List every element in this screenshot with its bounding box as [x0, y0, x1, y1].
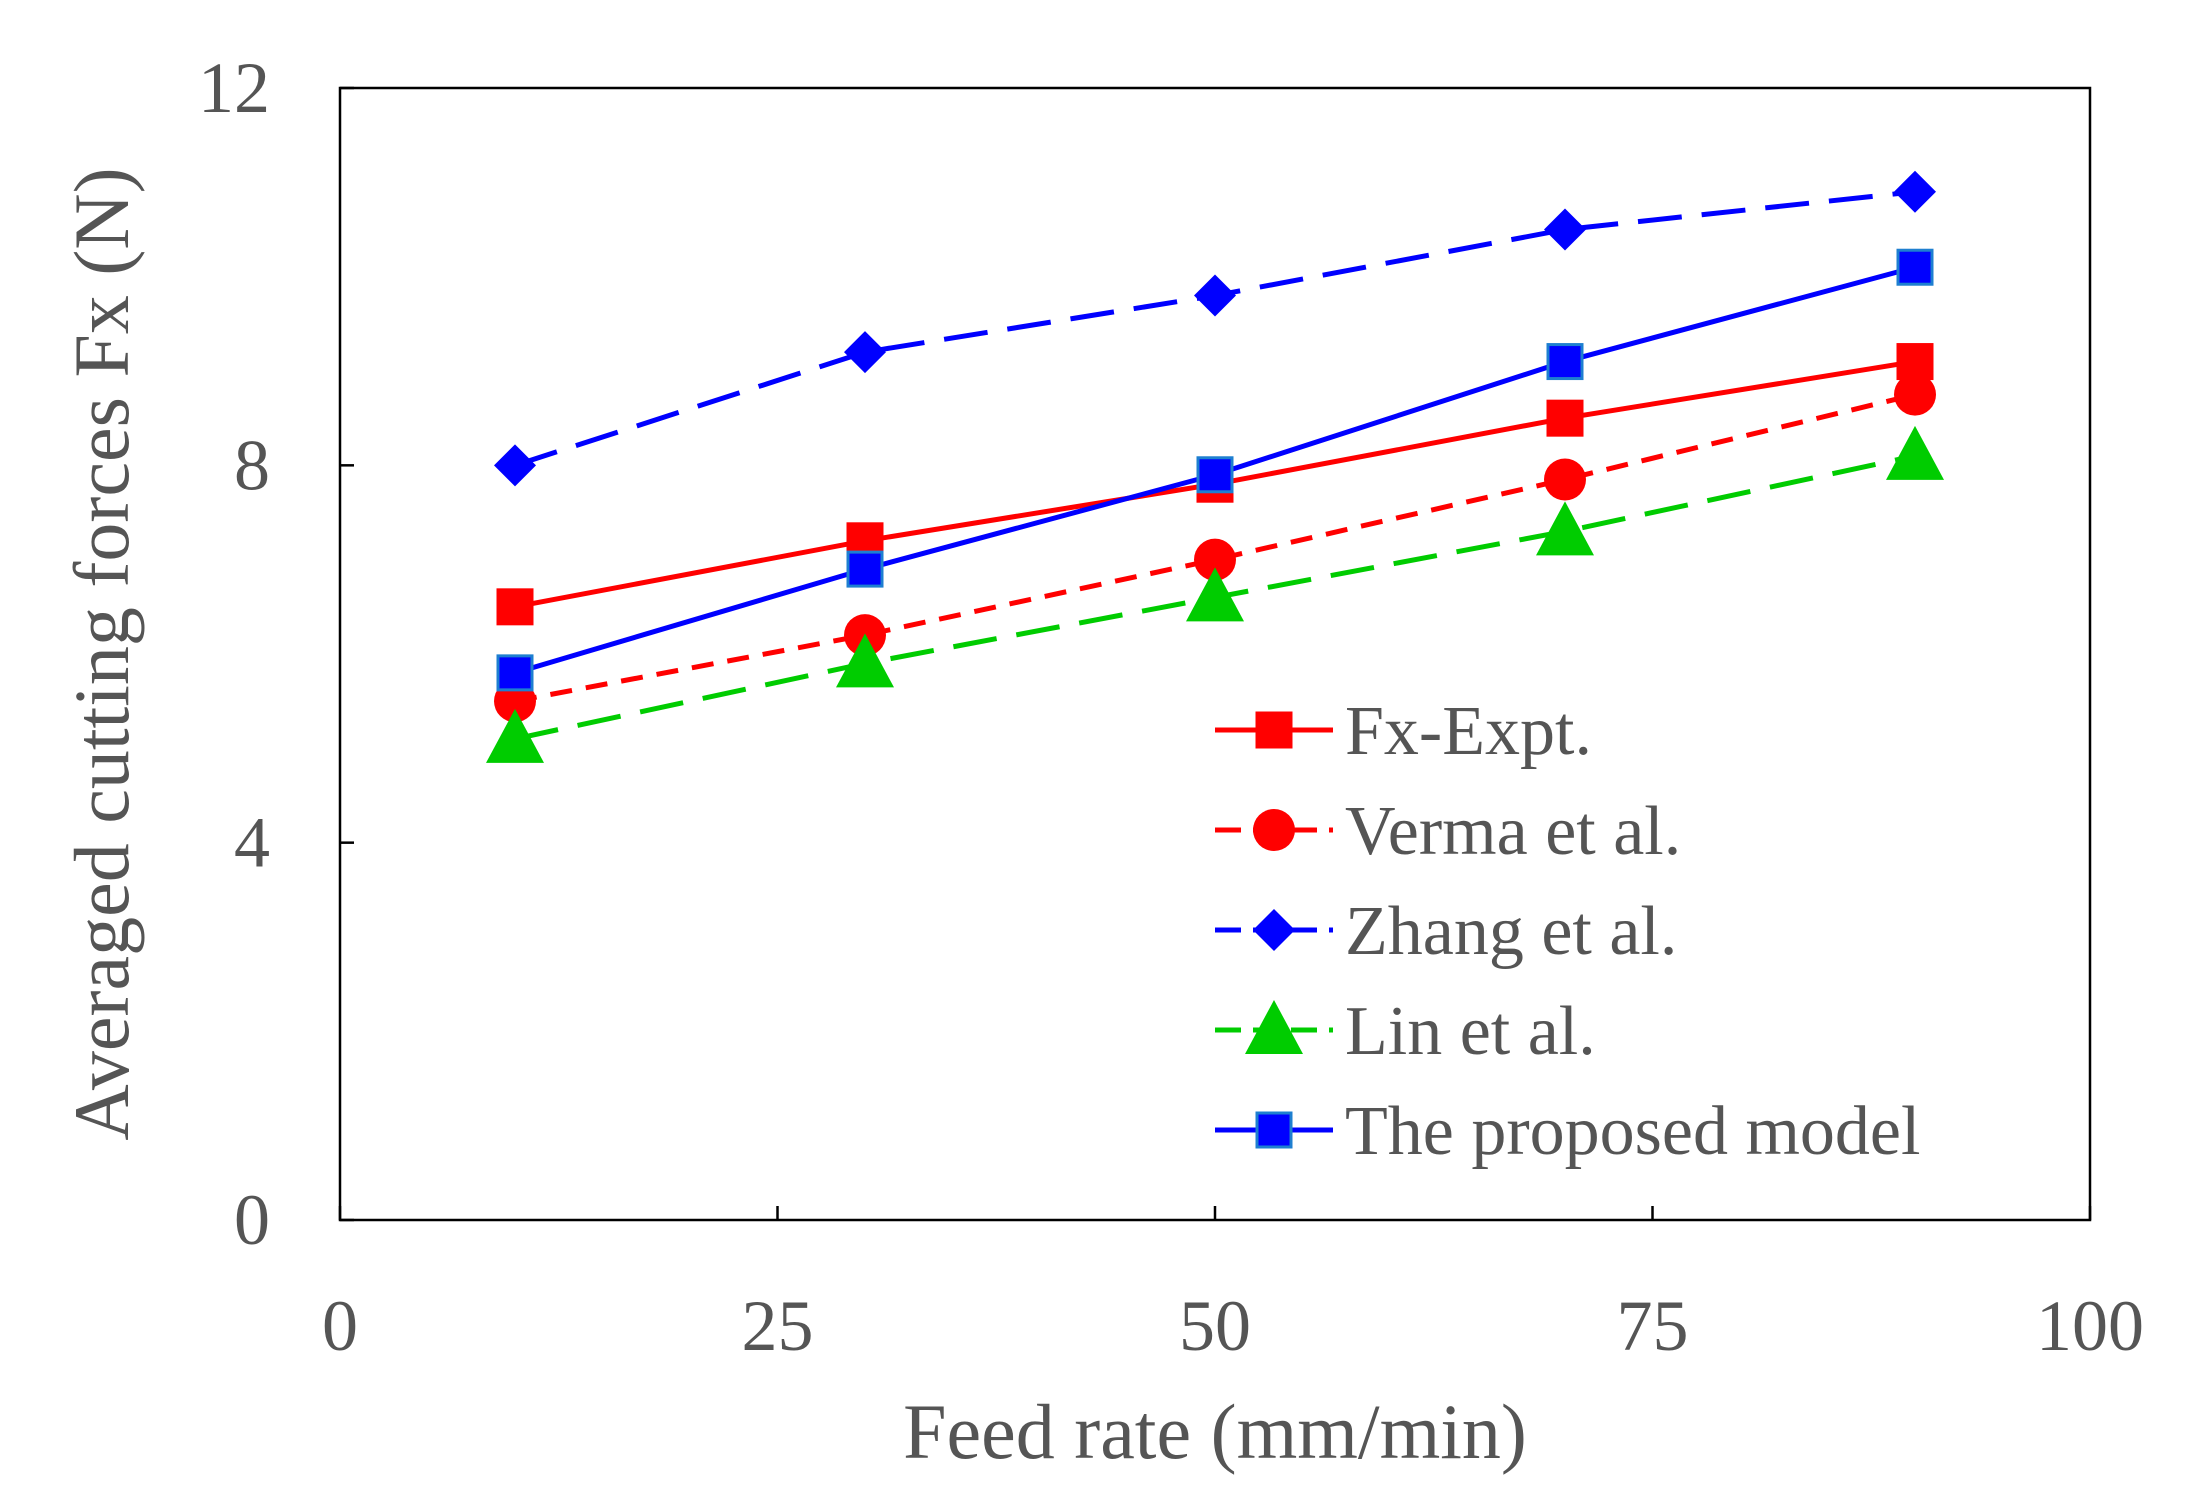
data-point [1544, 458, 1586, 501]
data-point [846, 550, 884, 588]
data-point [1536, 501, 1594, 556]
legend-item: Verma et al. [1215, 793, 1681, 870]
data-point [1186, 567, 1244, 622]
data-point [1894, 373, 1936, 416]
data-point [1896, 343, 1934, 381]
x-axis-title: Feed rate (mm/min) [903, 1388, 1527, 1475]
data-point [1544, 208, 1586, 251]
data-point [494, 444, 536, 487]
legend: Fx-Expt. Verma et al. Zhang et al. Lin et a… [1215, 693, 1920, 1170]
legend-marker [1253, 809, 1295, 851]
series-1 [494, 373, 1936, 723]
data-point [844, 331, 886, 374]
legend-item: Zhang et al. [1215, 893, 1677, 970]
data-point [1194, 538, 1236, 581]
x-axis: 0 25 50 75 100 [322, 1206, 2144, 1366]
series-4 [496, 248, 1934, 692]
data-point [496, 654, 534, 692]
series-layer [486, 170, 1944, 763]
y-axis: 0 4 8 12 [198, 48, 354, 1260]
data-point [1894, 170, 1936, 213]
legend-marker [1245, 1000, 1303, 1054]
x-tick-label: 75 [1617, 1286, 1689, 1366]
data-point [1546, 399, 1584, 437]
x-tick-label: 100 [2036, 1286, 2144, 1366]
legend-marker [1253, 909, 1295, 951]
legend-label: Verma et al. [1345, 793, 1681, 870]
y-tick-label: 8 [234, 425, 270, 505]
legend-label: Zhang et al. [1345, 893, 1677, 970]
data-point [1546, 343, 1584, 381]
data-point [836, 633, 894, 688]
series-line [514, 189, 1916, 468]
data-point [496, 588, 534, 626]
data-point [1886, 425, 1944, 480]
legend-label: Lin et al. [1345, 993, 1596, 1070]
data-point [486, 708, 544, 763]
legend-item: Fx-Expt. [1215, 693, 1592, 770]
y-tick-label: 0 [234, 1180, 270, 1260]
legend-item: Lin et al. [1215, 993, 1596, 1070]
y-tick-label: 12 [198, 48, 270, 128]
legend-label: Fx-Expt. [1345, 693, 1592, 770]
legend-marker [1255, 1111, 1293, 1149]
data-point [1196, 456, 1234, 494]
series-3 [486, 425, 1944, 763]
series-2 [494, 170, 1936, 487]
y-tick-label: 4 [234, 803, 270, 883]
plot-frame [338, 86, 2092, 1222]
legend-marker [1255, 711, 1293, 749]
series-line [514, 392, 1916, 704]
x-tick-label: 25 [742, 1286, 814, 1366]
x-tick-label: 0 [322, 1286, 358, 1366]
data-point [1896, 248, 1934, 286]
x-tick-label: 50 [1179, 1286, 1251, 1366]
data-point [1194, 274, 1236, 317]
y-axis-title: Averaged cutting forces Fx (N) [58, 167, 145, 1140]
legend-label: The proposed model [1345, 1093, 1920, 1170]
legend-item: The proposed model [1215, 1093, 1920, 1170]
